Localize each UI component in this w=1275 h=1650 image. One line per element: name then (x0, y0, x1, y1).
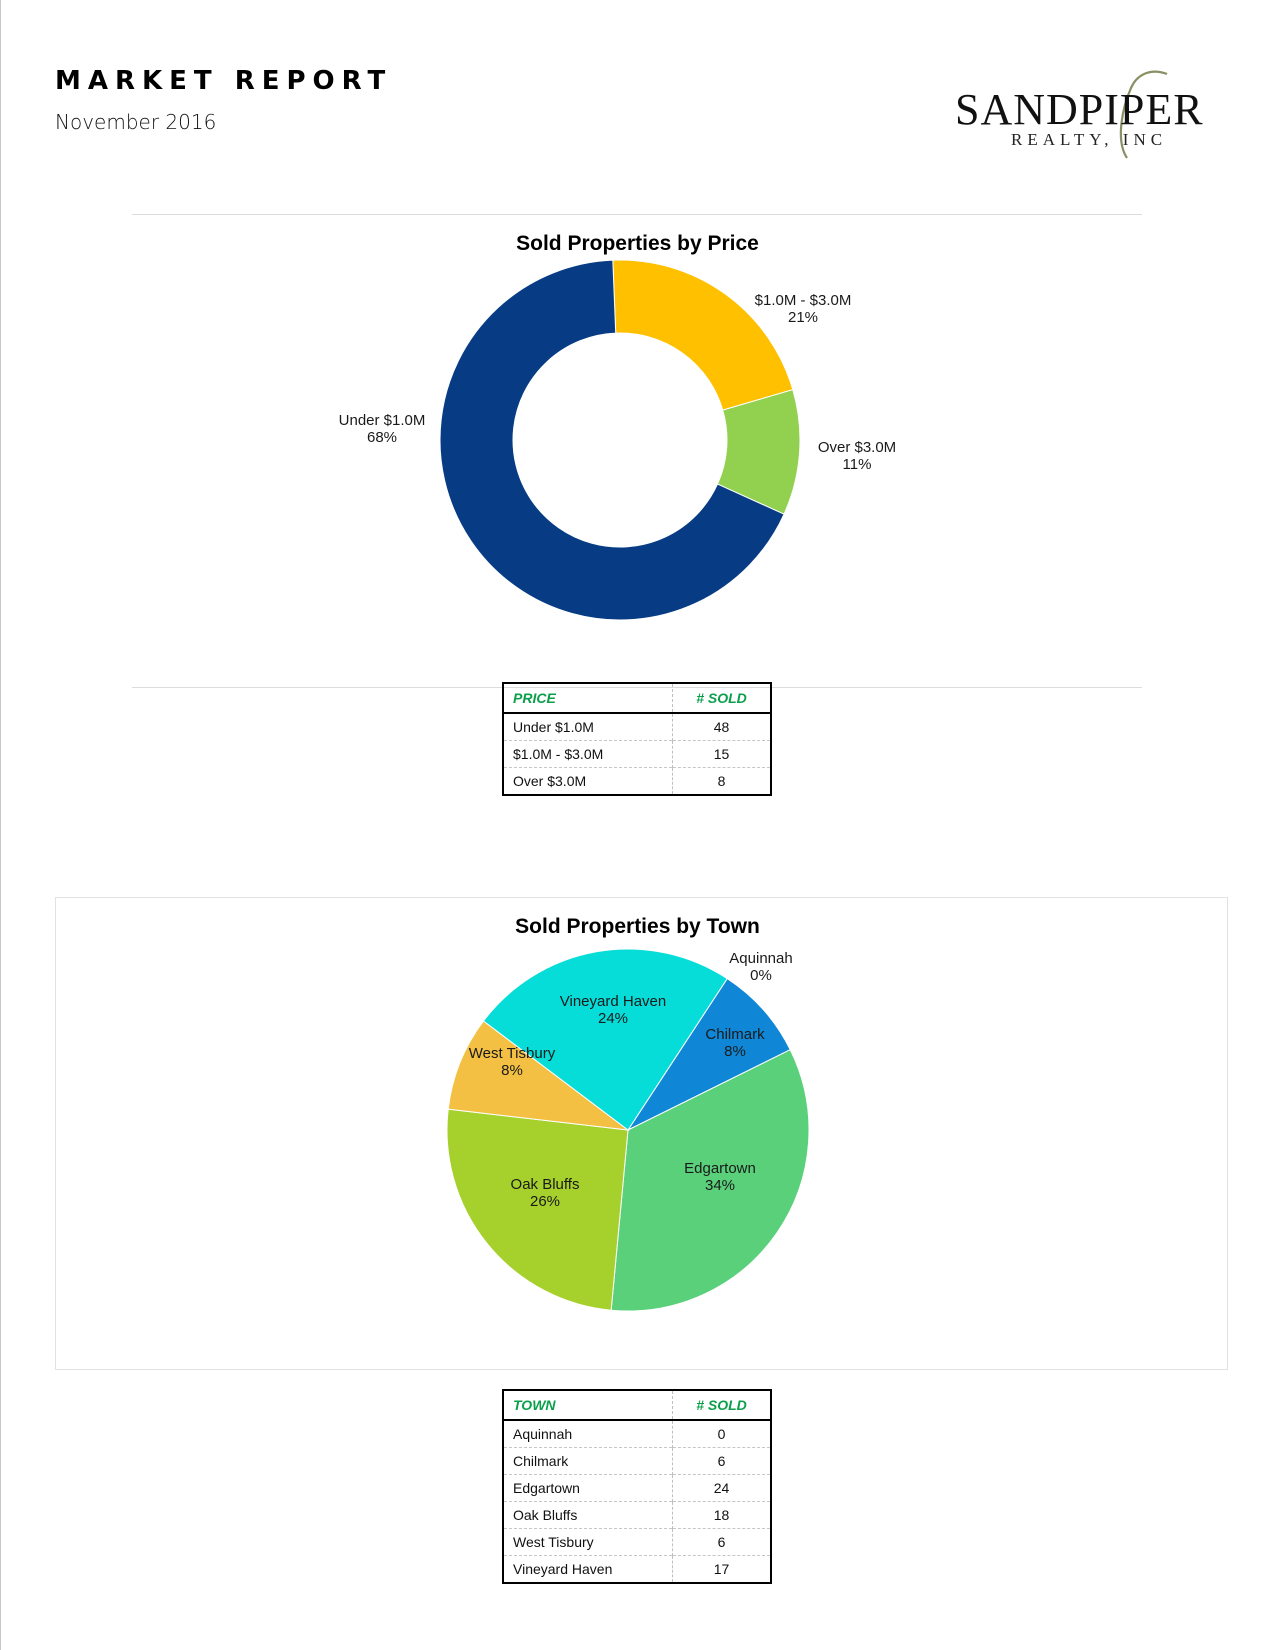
town-label: Oak Bluffs (503, 1501, 673, 1529)
town-west-tisbury-percent: 8% (501, 1062, 523, 1079)
town-oak-bluffs-label: Oak Bluffs (511, 1176, 580, 1193)
report-title: MARKET REPORT (55, 66, 393, 96)
table-row: Vineyard Haven 17 (503, 1555, 771, 1583)
town-table: TOWN # SOLD Aquinnah 0 Chilmark 6 Edgart… (502, 1389, 772, 1584)
table-row: Aquinnah 0 (503, 1420, 771, 1448)
town-label: Aquinnah (513, 1426, 573, 1442)
town-vineyard-haven-percent: 24% (598, 1010, 628, 1027)
report-date: November 2016 (55, 110, 217, 134)
town-slice-chilmark (626, 977, 791, 1132)
town-aquinnah-percent: 0% (750, 967, 772, 984)
town-west-tisbury-label: West Tisbury (469, 1045, 556, 1062)
section-divider (132, 214, 1142, 215)
table-row: Over $3.0M 8 (503, 767, 771, 795)
town-chart-frame (55, 897, 1228, 1370)
sold-count: 8 (672, 767, 771, 795)
logo-wordmark: SANDPIPER (955, 85, 1204, 134)
sold-count: 15 (672, 740, 771, 768)
town-chilmark-label: Chilmark (705, 1026, 765, 1043)
table-row: Chilmark 6 (503, 1447, 771, 1475)
town-edgartown-label: Edgartown (684, 1160, 756, 1177)
sold-header: # SOLD (672, 1390, 771, 1421)
town-oak-bluffs-percent: 26% (530, 1193, 560, 1210)
price-label: Over $3.0M (503, 767, 673, 795)
price-header: PRICE (503, 683, 673, 714)
price-label: $1.0M - $3.0M (503, 740, 673, 768)
table-row: Oak Bluffs 18 (503, 1501, 771, 1529)
town-label: Edgartown (503, 1474, 673, 1502)
sold-count: 48 (672, 713, 771, 741)
town-label: West Tisbury (503, 1528, 673, 1556)
table-row: Edgartown 24 (503, 1474, 771, 1502)
town-slice-edgartown (610, 1049, 810, 1312)
page-edge-rule (0, 0, 1, 1650)
town-header: TOWN (503, 1390, 673, 1421)
logo-subtitle: REALTY, INC (1011, 130, 1168, 149)
price-under-1-0m-percent: 68% (367, 429, 397, 446)
table-row: Under $1.0M 48 (503, 713, 771, 741)
sold-count: 6 (672, 1447, 771, 1475)
sandpiper-logo: SANDPIPER REALTY, INC (955, 66, 1225, 162)
sold-count: 24 (672, 1474, 771, 1502)
town-aquinnah-label: Aquinnah (729, 950, 792, 967)
logo-swash-icon (1119, 70, 1168, 159)
price-slice-under-1-0m (439, 259, 785, 621)
town-chilmark-percent: 8% (724, 1043, 746, 1060)
sold-count: 0 (672, 1420, 771, 1448)
town-label: Chilmark (503, 1447, 673, 1475)
sold-count: 17 (672, 1555, 771, 1583)
town-label: Vineyard Haven (503, 1555, 673, 1583)
price-1-0m-3-0m-label: $1.0M - $3.0M (755, 292, 852, 309)
town-chart-title: Sold Properties by Town (515, 915, 760, 938)
table-row: $1.0M - $3.0M 15 (503, 740, 771, 768)
price-1-0m-3-0m-percent: 21% (788, 309, 818, 326)
sold-header: # SOLD (672, 683, 771, 714)
sold-count: 6 (672, 1528, 771, 1556)
price-slice-1-0m-3-0m (612, 259, 794, 411)
table-row: West Tisbury 6 (503, 1528, 771, 1556)
sold-count: 18 (672, 1501, 771, 1529)
price-over-3-0m-percent: 11% (843, 456, 872, 473)
town-edgartown-percent: 34% (705, 1177, 735, 1194)
price-over-3-0m-label: Over $3.0M (818, 439, 896, 456)
town-vineyard-haven-label: Vineyard Haven (560, 993, 666, 1010)
price-chart-title: Sold Properties by Price (516, 232, 759, 255)
price-under-1-0m-label: Under $1.0M (339, 412, 426, 429)
town-slice-west-tisbury (447, 1020, 630, 1131)
price-table: PRICE # SOLD Under $1.0M 48 $1.0M - $3.0… (502, 682, 772, 796)
town-slice-oak-bluffs (446, 1108, 629, 1311)
price-label: Under $1.0M (513, 719, 594, 735)
town-slice-vineyard-haven (482, 948, 728, 1131)
